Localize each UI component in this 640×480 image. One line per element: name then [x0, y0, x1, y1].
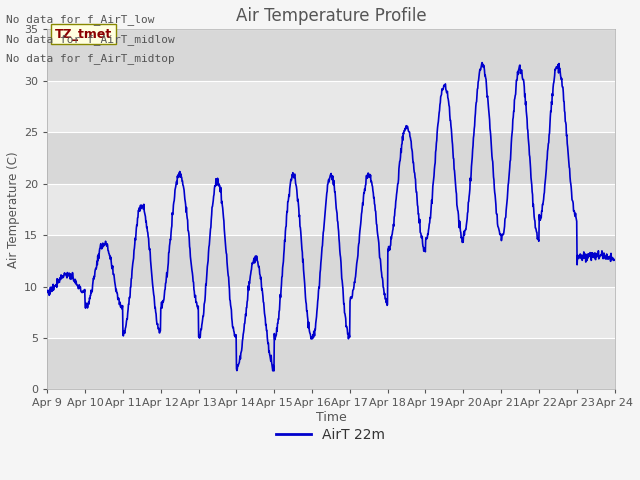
Bar: [47, 132, 614, 184]
Bar: [47, 235, 614, 287]
Bar: [47, 29, 614, 81]
Text: No data for f_AirT_midtop: No data for f_AirT_midtop: [6, 53, 175, 64]
Bar: [47, 338, 614, 389]
X-axis label: Time: Time: [316, 411, 346, 424]
Text: No data for f_AirT_midlow: No data for f_AirT_midlow: [6, 34, 175, 45]
Y-axis label: Air Temperature (C): Air Temperature (C): [7, 151, 20, 268]
Title: Air Temperature Profile: Air Temperature Profile: [236, 7, 426, 25]
Text: TZ_tmet: TZ_tmet: [55, 27, 113, 40]
Legend: AirT 22m: AirT 22m: [271, 422, 391, 447]
Text: No data for f_AirT_low: No data for f_AirT_low: [6, 14, 155, 25]
